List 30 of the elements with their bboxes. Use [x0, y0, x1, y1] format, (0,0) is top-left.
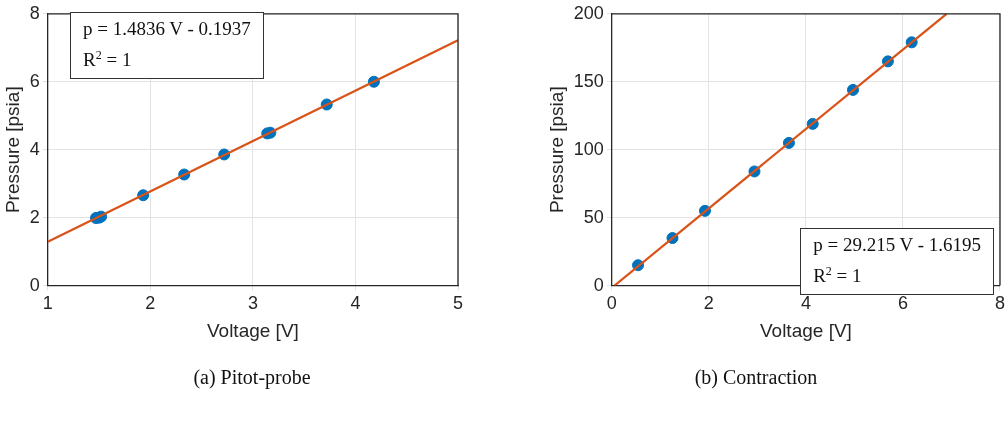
- x-tick-label: 5: [452, 293, 464, 314]
- x-tick-label: 2: [145, 293, 156, 314]
- x-tick-label: 3: [247, 293, 258, 314]
- y-tick-label: 8: [29, 2, 40, 23]
- x-tick-label: 4: [800, 293, 811, 314]
- annotation: p = 1.4836 V - 0.1937: [83, 17, 251, 41]
- y-tick-label: 150: [573, 70, 604, 91]
- y-tick-label: 0: [593, 274, 604, 295]
- x-axis-title: Voltage [V]: [759, 319, 852, 341]
- x-tick-label: 8: [994, 293, 1005, 314]
- y-tick-label: 50: [583, 206, 604, 227]
- y-tick-label: 2: [29, 206, 40, 227]
- text: (a) Pitot-probe: [192, 366, 312, 389]
- annotation: R$^{2}$ = 1: [813, 263, 863, 289]
- y-tick-label: 0: [29, 274, 40, 295]
- annotation: p = 29.215 V - 1.6195: [813, 233, 981, 257]
- y-axis-title: Pressure [psia]: [545, 86, 567, 214]
- x-axis-title: Voltage [V]: [206, 319, 299, 341]
- x-tick-label: 4: [350, 293, 361, 314]
- y-tick-label: 6: [29, 70, 40, 91]
- x-tick-label: 0: [606, 293, 617, 314]
- annotation: R$^{2}$ = 1: [83, 47, 133, 73]
- text: (b) Contraction: [693, 366, 819, 389]
- y-tick-label: 200: [573, 2, 604, 23]
- x-tick-label: 1: [42, 293, 53, 314]
- y-axis-title: Pressure [psia]: [1, 86, 23, 214]
- x-tick-label: 6: [897, 293, 908, 314]
- y-tick-label: 4: [29, 138, 40, 159]
- x-tick-label: 2: [703, 293, 714, 314]
- y-tick-label: 100: [573, 138, 604, 159]
